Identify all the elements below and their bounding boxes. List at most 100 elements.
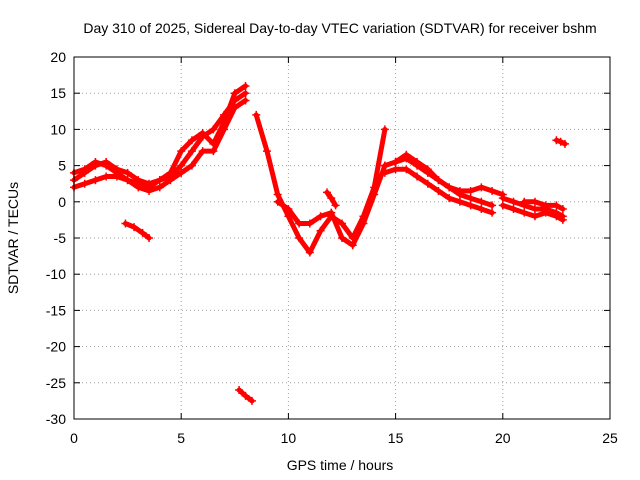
data-point <box>380 161 389 170</box>
data-point <box>209 147 218 156</box>
series-line <box>382 155 506 198</box>
data-point <box>488 208 497 217</box>
data-point <box>198 147 207 156</box>
data-point <box>509 205 518 214</box>
data-point <box>166 168 175 177</box>
data-point <box>477 197 486 206</box>
data-point <box>413 172 422 181</box>
y-tick-label: 0 <box>58 194 66 210</box>
data-point <box>338 219 346 228</box>
data-point <box>327 194 336 203</box>
data-point <box>134 179 143 188</box>
data-point <box>177 161 186 170</box>
x-tick-label: 0 <box>70 430 78 446</box>
data-point <box>370 190 379 199</box>
data-point <box>145 183 154 192</box>
data-point <box>187 147 196 156</box>
series-line <box>275 163 388 248</box>
data-point <box>488 201 497 210</box>
data-point <box>305 219 314 228</box>
data-point <box>247 396 256 405</box>
data-point <box>509 197 518 206</box>
x-axis-label: GPS time / hours <box>287 457 394 473</box>
data-point <box>241 391 250 400</box>
y-tick-label: -15 <box>46 302 66 318</box>
series-track-14 <box>520 197 567 214</box>
data-point <box>560 139 569 148</box>
series-track-10 <box>380 165 497 217</box>
data-point <box>477 183 486 192</box>
data-point <box>541 208 550 217</box>
data-point <box>331 201 340 210</box>
series-track-8 <box>322 188 340 210</box>
data-point <box>241 96 250 105</box>
data-point <box>466 201 475 210</box>
data-point <box>558 215 567 224</box>
series-track-11 <box>391 150 497 210</box>
data-point <box>530 212 539 221</box>
data-point <box>295 219 304 228</box>
series-track-5 <box>235 386 256 405</box>
series-track-6 <box>252 110 389 257</box>
y-tick-label: 15 <box>50 85 66 101</box>
data-point <box>445 194 454 203</box>
data-point <box>123 176 132 185</box>
data-point <box>520 197 529 206</box>
data-point <box>327 208 336 217</box>
data-point <box>488 186 497 195</box>
data-point <box>466 194 475 203</box>
x-tick-label: 15 <box>388 430 404 446</box>
data-point <box>423 179 432 188</box>
y-tick-label: -10 <box>46 266 66 282</box>
series-track-4 <box>121 219 154 242</box>
data-point <box>198 129 207 138</box>
data-point <box>530 205 539 214</box>
data-point <box>123 168 132 177</box>
data-point <box>102 172 111 181</box>
data-point <box>187 136 196 145</box>
data-point <box>434 176 443 185</box>
data-point <box>155 183 164 192</box>
data-point <box>380 168 389 177</box>
data-point <box>209 139 218 148</box>
data-point <box>145 234 154 242</box>
data-point <box>138 228 147 237</box>
data-point <box>498 194 507 203</box>
data-point <box>305 248 314 257</box>
data-point <box>455 190 464 199</box>
data-point <box>187 161 196 170</box>
y-tick-label: -25 <box>46 375 66 391</box>
series-line <box>393 152 495 208</box>
y-tick-label: -30 <box>46 411 66 427</box>
data-point <box>498 201 507 210</box>
y-tick-label: 20 <box>50 49 66 65</box>
data-point <box>91 157 100 166</box>
data-point <box>348 241 357 250</box>
data-point <box>273 190 282 199</box>
x-tick-label: 25 <box>602 430 618 446</box>
data-point <box>241 81 250 90</box>
data-point <box>391 157 400 166</box>
data-point <box>380 125 389 134</box>
data-point <box>235 386 244 395</box>
data-point <box>402 165 411 174</box>
data-point <box>402 150 411 159</box>
data-point <box>556 137 565 146</box>
data-point <box>434 186 443 195</box>
data-point <box>558 205 567 214</box>
data-point <box>80 165 89 174</box>
data-point <box>220 118 229 127</box>
data-point <box>455 197 464 206</box>
x-tick-label: 5 <box>177 430 185 446</box>
y-tick-label: 5 <box>58 158 66 174</box>
data-point <box>413 157 422 166</box>
data-point <box>177 168 186 177</box>
data-point <box>130 223 139 232</box>
data-point <box>477 205 486 214</box>
data-point <box>552 212 561 221</box>
y-axis-label: SDTVAR / TECUs <box>5 182 21 294</box>
data-point <box>80 179 89 188</box>
data-point <box>155 176 164 185</box>
data-point <box>241 89 250 98</box>
